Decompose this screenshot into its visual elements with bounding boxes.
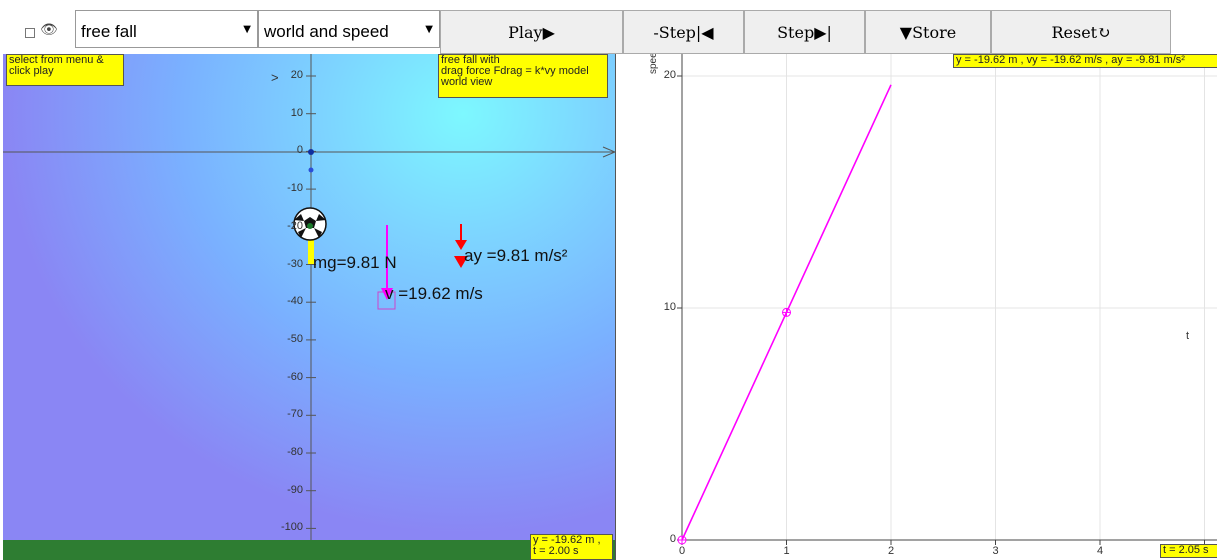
graph-x-label: t: [1186, 330, 1190, 342]
y-tick-label: -50: [287, 332, 303, 345]
x-tick-label: 1: [783, 545, 790, 557]
readout-note: y = -19.62 m , vy = -19.62 m/s , ay = -9…: [953, 54, 1217, 68]
reset-button[interactable]: Reset↻: [991, 10, 1171, 54]
view-select-value: world and speed: [264, 22, 389, 41]
x-axis-label: >: [271, 70, 279, 85]
mg-label: mg=9.81 N: [313, 253, 397, 272]
y-tick-label: -30: [287, 257, 303, 270]
y-tick-label: 20: [290, 69, 303, 81]
x-tick-label: 3: [992, 545, 999, 557]
y-tick-label: 0: [296, 144, 303, 157]
x-axis-arrow-icon: [602, 146, 615, 158]
y-tick-label: -80: [287, 446, 303, 458]
chevron-down-icon: ▼: [243, 24, 251, 35]
y-tick-label: -60: [287, 370, 303, 383]
y-tick-label: -20: [287, 219, 303, 232]
simulation-select[interactable]: free fall ▼: [75, 10, 258, 48]
y-tick-label: 0: [669, 533, 676, 545]
time-note: t = 2.05 s: [1160, 544, 1217, 558]
eye-icon[interactable]: 👁: [40, 22, 58, 38]
chevron-down-icon: ▼: [425, 24, 433, 35]
x-tick-label: 4: [1097, 545, 1104, 557]
soccer-ball-icon: [293, 207, 327, 241]
y-tick-label: -10: [287, 182, 303, 195]
x-tick-label: 0: [679, 545, 686, 557]
world-view[interactable]: > 20 10 0 -10 -20 -30 -40 -50 -60 -70 -80 -90 -100 s…: [3, 54, 615, 560]
simulation-select-value: free fall: [81, 22, 137, 41]
step-back-button[interactable]: -Step|◀: [623, 10, 744, 54]
show-checkbox[interactable]: [25, 28, 35, 38]
world-canvas: [3, 54, 615, 560]
acceleration-arrow-head-icon: [455, 240, 467, 250]
y-tick-label: -90: [287, 483, 303, 496]
origin-marker: [308, 149, 314, 155]
graph-y-label: speed: [648, 54, 659, 74]
view-select[interactable]: world and speed ▼: [258, 10, 440, 48]
velocity-label: v =19.62 m/s: [385, 284, 483, 303]
acceleration-arrow-head-2-icon: [454, 256, 468, 268]
x-tick-label: 2: [888, 545, 895, 557]
ground: [3, 540, 615, 560]
y-tick-label: -40: [287, 295, 303, 308]
store-button[interactable]: ▼Store: [865, 10, 991, 54]
toolbar: 👁 free fall ▼ world and speed ▼ Play▶ -S…: [0, 0, 1217, 54]
instruction-note: select from menu & click play: [6, 54, 124, 86]
velocity-arrow-head-icon: [381, 288, 393, 300]
world-status-note: y = -19.62 m , t = 2.00 s: [530, 534, 613, 560]
ay-label: ay =9.81 m/s²: [464, 246, 568, 265]
play-button[interactable]: Play▶: [440, 10, 623, 54]
y-tick-label: 10: [663, 301, 676, 313]
y-tick-label: -70: [287, 408, 303, 421]
speed-graph[interactable]: 01234520100 speed t y = -19.62 m , vy = …: [615, 54, 1217, 560]
y-tick-label: 10: [290, 106, 303, 119]
y-tick-label: 20: [663, 69, 676, 81]
step-button[interactable]: Step▶|: [744, 10, 865, 54]
graph-canvas: [677, 54, 1217, 545]
y-tick-label: -100: [280, 521, 303, 534]
gravity-force-arrow: [308, 234, 314, 264]
trail-dot: [308, 167, 314, 173]
description-note: free fall with drag force Fdrag = k*vy m…: [438, 54, 608, 98]
